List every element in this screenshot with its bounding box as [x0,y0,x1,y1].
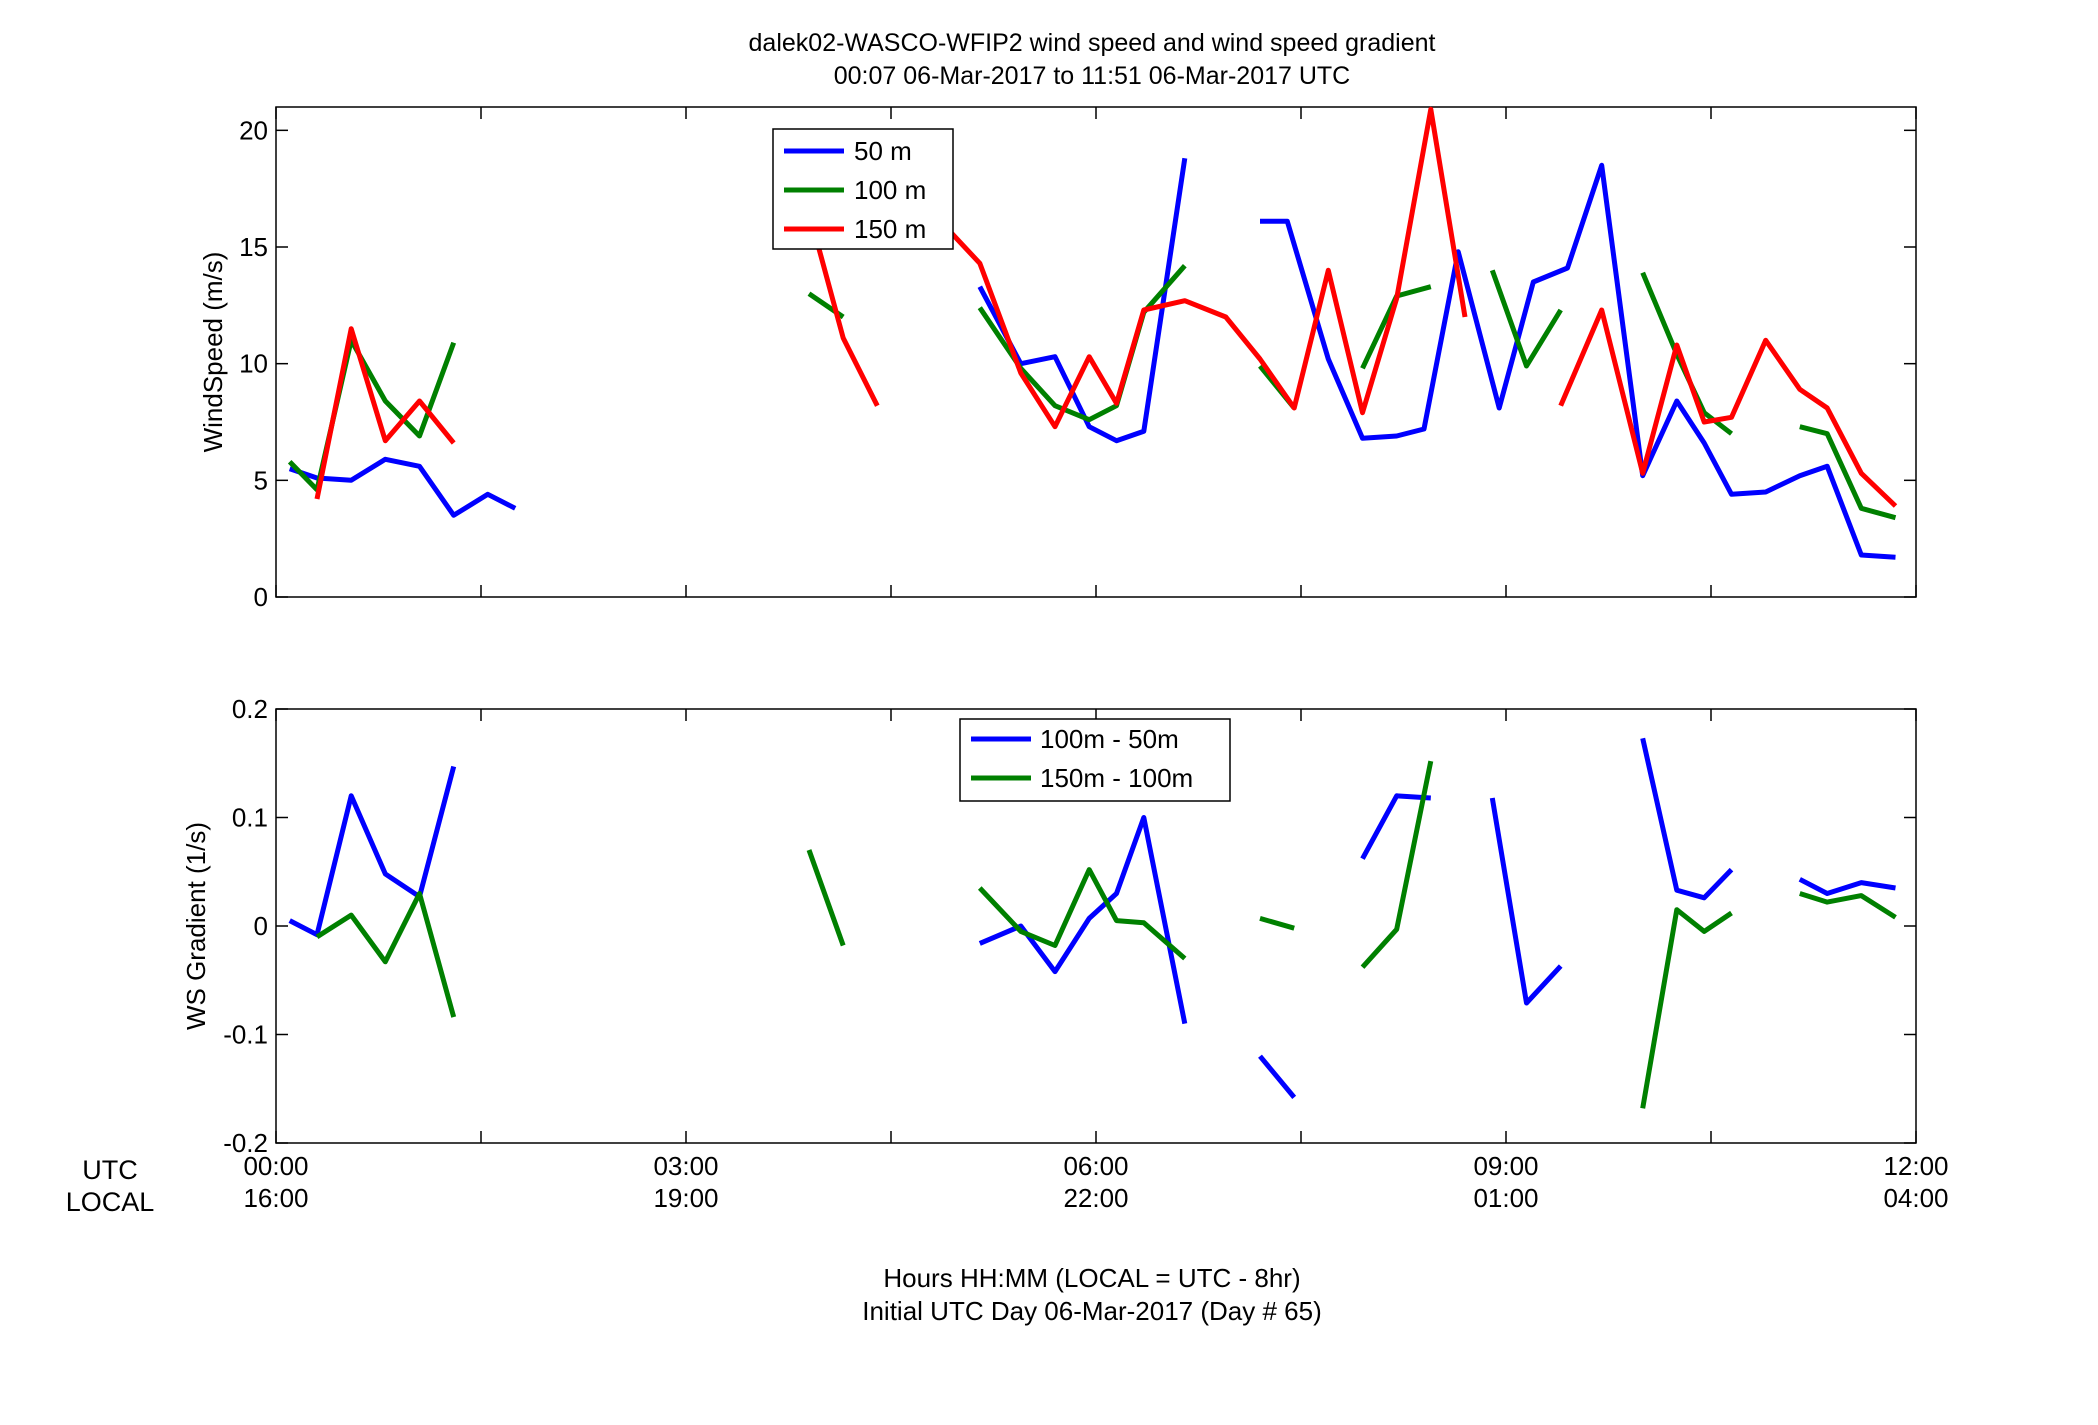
gradient-y-axis-label: WS Gradient (1/s) [181,822,211,1030]
gradient-series-0-segment-3 [1360,793,1431,860]
windspeed-series-0-segment-2 [1260,162,1896,560]
gradient-y-tick-label: 0 [254,911,268,941]
windspeed-series-0-segment-1 [977,157,1188,444]
windspeed-series-2-segment-1 [806,211,880,407]
windspeed-series-1-segment-0 [287,337,457,493]
utc-tick-label: 09:00 [1473,1151,1538,1181]
gradient-series-1-segment-4 [1360,760,1434,969]
utc-row-label: UTC [82,1155,138,1185]
gradient-series-0-segment-0 [288,765,457,938]
local-row-label: LOCAL [66,1187,155,1217]
gradient-series-1-segment-6 [1799,891,1897,920]
x-axis-label-line2: Initial UTC Day 06-Mar-2017 (Day # 65) [862,1296,1322,1326]
gradient-series-0-segment-2 [1258,1054,1297,1099]
gradient-y-tick-label: 0.2 [232,694,268,724]
local-tick-label: 22:00 [1063,1183,1128,1213]
chart-title-line2: 00:07 06-Mar-2017 to 11:51 06-Mar-2017 U… [834,62,1350,90]
gradient-series-1-segment-5 [1640,907,1733,1109]
windspeed-ticks: 0 5 10 15 20 [239,107,1917,612]
gradient-legend-box [959,718,1231,802]
local-tick-label: 19:00 [653,1183,718,1213]
legend-label-100m-50m: 100m - 50m [1040,724,1179,754]
windspeed-series-1-segment-7 [1799,424,1897,521]
gradient-series-0-segment-5 [1640,737,1734,901]
gradient-y-tick-label: 0.1 [232,803,268,833]
gradient-series-1-segment-2 [977,867,1187,961]
local-tick-label: 04:00 [1883,1183,1948,1213]
windspeed-series-1-segment-5 [1489,269,1563,369]
gradient-series-0-segment-6 [1798,877,1896,896]
windspeed-series-lines [287,106,1898,560]
windspeed-series-2-segment-3 [1558,307,1898,508]
utc-tick-label: 06:00 [1063,1151,1128,1181]
windspeed-y-tick-label: 5 [254,465,268,495]
windspeed-y-axis-label: WindSpeed (m/s) [198,252,228,453]
windspeed-series-2-segment-2 [923,106,1468,430]
legend-label-150m-100m: 150m - 100m [1040,763,1193,793]
gradient-series-1-segment-1 [806,849,846,947]
gradient-series-1-segment-0 [315,891,457,1018]
legend-label-50m: 50 m [854,136,912,166]
gradient-series-1-segment-3 [1259,915,1295,931]
x-axis-label-line1: Hours HH:MM (LOCAL = UTC - 8hr) [883,1263,1300,1293]
legend-label-150m: 150 m [854,214,926,244]
windspeed-panel: 0 5 10 15 20 WindSpeed (m/s) 50 m 100 m 150 … [198,106,1917,612]
gradient-panel: -0.2 -0.1 0 0.1 0.2 WS Gradient (1/s) 100m -… [181,694,1917,1158]
gradient-legend: 100m - 50m 150m - 100m [959,718,1231,802]
windspeed-y-tick-label: 15 [239,232,268,262]
utc-tick-label: 03:00 [653,1151,718,1181]
windspeed-y-tick-label: 0 [254,582,268,612]
windspeed-y-tick-label: 20 [239,115,268,145]
gradient-series-lines [288,737,1897,1109]
legend-label-100m: 100 m [854,175,926,205]
windspeed-y-tick-label: 10 [239,349,268,379]
gradient-series-0-segment-1 [978,815,1188,1025]
gradient-series-0-segment-4 [1489,797,1563,1006]
windspeed-series-2-segment-0 [314,326,456,500]
utc-tick-label: 12:00 [1883,1151,1948,1181]
chart-title-line1: dalek02-WASCO-WFIP2 wind speed and wind … [749,29,1436,57]
gradient-y-tick-label: -0.2 [223,1128,268,1158]
gradient-ticks: -0.2 -0.1 0 0.1 0.2 [223,694,1917,1158]
local-tick-label: 01:00 [1473,1183,1538,1213]
gradient-y-tick-label: -0.1 [223,1020,268,1050]
local-tick-label: 16:00 [243,1183,308,1213]
utc-tick-label: 00:00 [243,1151,308,1181]
windspeed-legend: 50 m 100 m 150 m [772,128,954,250]
windspeed-plot-frame [275,106,1917,598]
